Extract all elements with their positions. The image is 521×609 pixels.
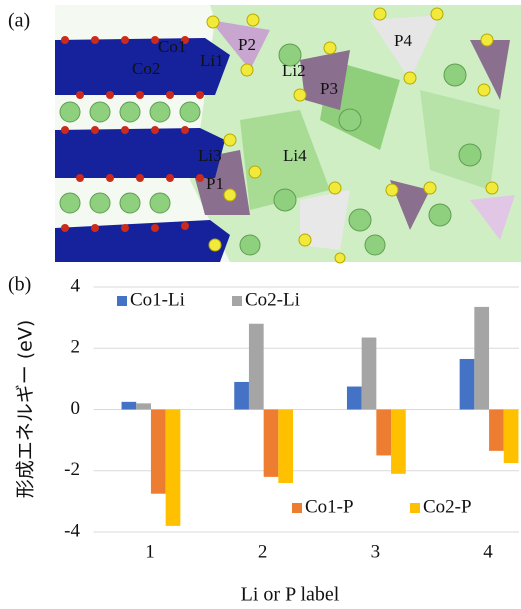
bar [122,402,137,410]
atom-label: Li1 [200,51,224,70]
bar [151,410,166,494]
figure: (a) Co1 Co2 Li1 P2 Li2 P3 P4 Li3 Li4 P1 … [0,0,521,609]
bar [460,359,475,410]
legend-swatch [292,503,302,513]
atom-label: Li2 [282,61,306,80]
atom-label: Li4 [283,146,307,165]
bar [362,338,377,410]
bar [264,410,279,477]
atom-label: Co1 [158,37,186,56]
atom-label: P4 [394,31,412,50]
y-tick-label: -4 [64,520,80,541]
x-axis-title: Li or P label [241,584,340,606]
bar [166,410,181,526]
bar [504,410,519,464]
bar [278,410,293,484]
y-axis-title: 形成エネルギー (eV) [15,320,37,499]
x-tick-label: 3 [371,541,381,562]
legend-swatch [117,296,127,306]
panel-label: (b) [8,274,31,296]
y-tick-label: 0 [71,398,81,419]
x-tick-label: 2 [258,541,268,562]
legend-label: Co1-Li [130,289,185,310]
panel-label: (a) [8,10,30,32]
bar [136,403,151,409]
bar [249,324,264,410]
bar [376,410,391,456]
x-tick-label: 4 [483,541,493,562]
atom-label: P1 [206,174,224,193]
bar [234,382,249,410]
atom-label: Li3 [198,146,222,165]
legend-label: Co2-P [423,496,472,517]
legend-swatch [232,296,242,306]
y-tick-label: 4 [71,275,81,296]
atom-label: Co2 [132,59,160,78]
bar [391,410,406,474]
legend-label: Co2-Li [245,289,300,310]
x-tick-label: 1 [145,541,155,562]
legend-swatch [410,503,420,513]
bar [474,307,489,410]
bar [489,410,504,451]
y-tick-label: -2 [64,459,80,480]
atom-label: P2 [238,35,256,54]
bar [347,387,362,410]
atom-label: P3 [320,79,338,98]
structure-image [55,5,521,263]
y-tick-label: 2 [71,337,81,358]
legend-label: Co1-P [305,496,354,517]
